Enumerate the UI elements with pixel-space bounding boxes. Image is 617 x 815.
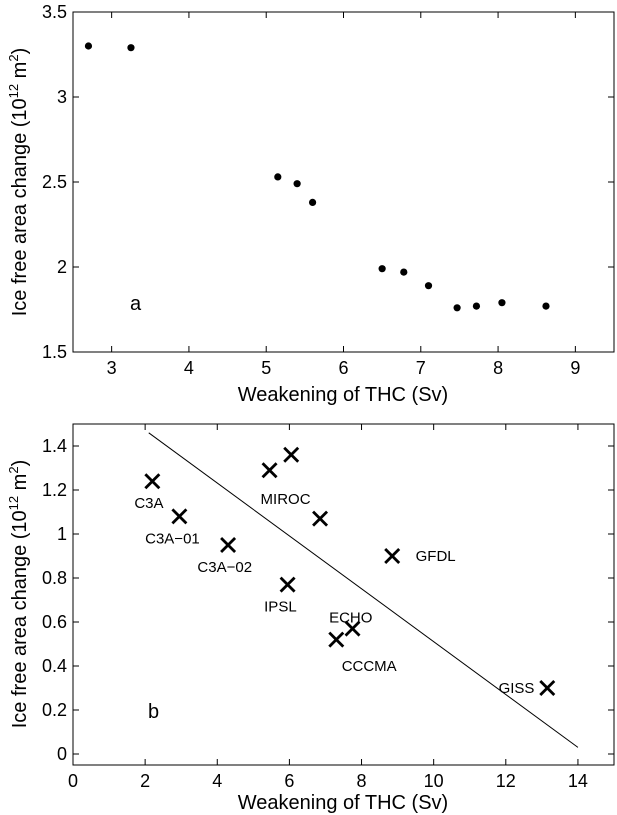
panel-b-points — [144, 446, 556, 696]
panel-b-plot-frame — [72, 423, 615, 766]
panel-b-data-point — [261, 462, 278, 479]
panel-a-data-point — [498, 299, 506, 307]
panel-b-annotation: CCCMA — [342, 658, 397, 675]
panel-b-annotation: IPSL — [264, 599, 297, 616]
panel-b-x-tick-label: 10 — [424, 771, 444, 791]
panel-a-data-point — [84, 42, 93, 50]
panel-b-x-tick-label: 6 — [284, 771, 294, 791]
panel-b-annotation: GISS — [499, 680, 535, 697]
panel-a-data-point — [542, 302, 550, 310]
panel-b-data-point — [344, 620, 361, 637]
x-marker-stroke — [261, 462, 278, 479]
panel-a-data-point — [274, 173, 282, 181]
panel-a-x-tick-label: 3 — [107, 358, 117, 378]
panel-b-y-axis-label: Ice free area change (1012 m2) — [6, 460, 31, 729]
panel-a-data-point — [293, 180, 301, 188]
panel-b-y-tick-label: 1 — [57, 524, 67, 544]
panel-a-y-tick-label: 2 — [57, 257, 67, 277]
panel-b-y-tick-label: 0.8 — [42, 568, 67, 588]
x-marker-stroke — [328, 631, 345, 648]
panel-b-letter: b — [148, 701, 159, 723]
panel-a-plot-frame — [72, 11, 615, 353]
panel-a-x-tick-label: 6 — [338, 358, 348, 378]
panel-b-data-point — [539, 680, 556, 696]
panel-b-x-tick-label: 12 — [496, 771, 516, 791]
panel-a-data-point — [453, 304, 461, 312]
panel-b-y-tick-label: 0 — [57, 744, 67, 764]
panel-b-data-point — [328, 631, 345, 648]
panel-b-data-point — [312, 510, 329, 527]
panel-b-annotation: C3A−02 — [197, 559, 252, 576]
panel-b-x-tick-label: 2 — [140, 771, 150, 791]
x-marker-stroke — [279, 576, 296, 593]
x-marker-stroke — [171, 508, 188, 525]
x-marker-stroke — [220, 537, 237, 553]
panel-b-y-tick-label: 0.4 — [42, 656, 67, 676]
panel-a-y-axis-label: Ice free area change (1012 m2) — [6, 48, 31, 317]
panel-b-y-tick-label: 1.4 — [42, 436, 67, 456]
panel-b-x-axis-label: Weakening of THC (Sv) — [238, 792, 448, 814]
panel-a-x-tick-label: 9 — [570, 358, 580, 378]
panel-a: 3 4 5 6 7 8 9 1.5 2 2.5 3 3.5 a Weakening of THC (S… — [6, 2, 615, 406]
panel-b-y-tick-label: 0.6 — [42, 612, 67, 632]
panel-a-x-tick-label: 7 — [416, 358, 426, 378]
panel-a-y-tick-label: 1.5 — [42, 342, 67, 362]
panel-b-x-tick-label: 0 — [68, 771, 78, 791]
panel-a-y-tick-label: 2.5 — [42, 172, 67, 192]
x-marker-stroke — [344, 620, 361, 637]
panel-b-x-tick-label: 8 — [357, 771, 367, 791]
panel-b-annotation: ECHO — [329, 610, 372, 627]
panel-b-x-tick-label: 14 — [568, 771, 588, 791]
panel-b-fit-line-group — [148, 432, 579, 748]
x-marker-stroke — [312, 510, 329, 527]
panel-a-x-tick-label: 8 — [493, 358, 503, 378]
panel-a-x-axis-label: Weakening of THC (Sv) — [238, 384, 448, 406]
panel-b-x-tick-label: 4 — [212, 771, 222, 791]
panel-b-annotations: C3A C3A−01 C3A−02 MIROC IPSL ECHO CCCMA GFDL GIS… — [134, 491, 534, 697]
panel-b-data-point — [144, 473, 161, 490]
panel-b-data-point — [384, 548, 401, 564]
panel-a-ticks: 3 4 5 6 7 8 9 1.5 2 2.5 3 3.5 — [42, 2, 614, 378]
x-marker-stroke — [384, 548, 401, 564]
panel-a-x-tick-label: 4 — [184, 358, 194, 378]
panel-b-annotation: C3A — [134, 495, 163, 512]
x-marker-stroke — [144, 473, 161, 490]
panel-b-annotation: MIROC — [261, 491, 311, 508]
panel-a-y-tick-label: 3.5 — [42, 2, 67, 22]
panel-b-fit-line — [148, 432, 579, 748]
panel-a-data-point — [308, 198, 317, 206]
panel-a-data-point — [378, 265, 386, 273]
panel-b: 0 2 4 6 8 10 12 14 0 0.2 0.4 0.6 0.8 1 1.2 1.4 C3A C3A−0… — [6, 423, 615, 814]
panel-b-annotation: GFDL — [416, 548, 456, 565]
panel-b-data-point — [220, 537, 237, 553]
x-marker-stroke — [283, 446, 300, 463]
panel-a-data-point — [400, 268, 408, 276]
panel-a-x-tick-label: 5 — [261, 358, 271, 378]
panel-a-y-tick-label: 3 — [57, 87, 67, 107]
panel-b-y-tick-label: 1.2 — [42, 480, 67, 500]
panel-a-points — [84, 42, 550, 312]
panel-a-data-point — [127, 44, 135, 52]
panel-a-data-point — [424, 282, 433, 290]
panel-b-annotation: C3A−01 — [145, 530, 200, 547]
panel-b-y-tick-label: 0.2 — [42, 700, 67, 720]
panel-b-data-point — [279, 576, 296, 593]
panel-b-data-point — [283, 446, 300, 463]
panel-a-data-point — [472, 302, 481, 310]
x-marker-stroke — [539, 680, 556, 696]
panel-b-data-point — [171, 508, 188, 525]
panel-b-ticks: 0 2 4 6 8 10 12 14 0 0.2 0.4 0.6 0.8 1 1.2 1.4 — [42, 424, 614, 791]
panel-a-letter: a — [130, 293, 142, 315]
